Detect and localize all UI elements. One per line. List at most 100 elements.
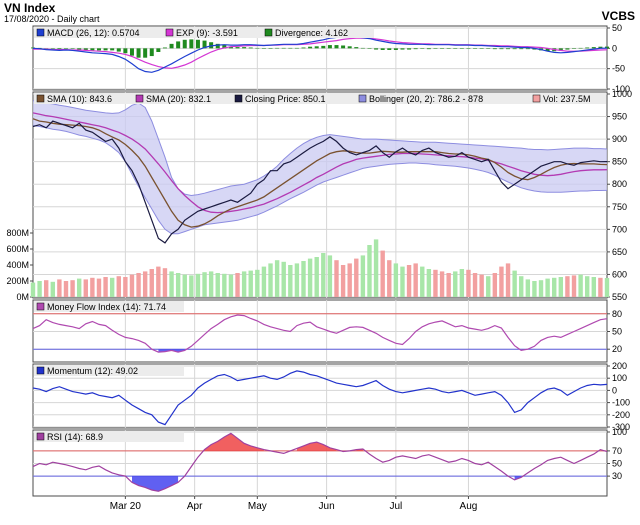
volume-bar	[479, 274, 484, 297]
volume-bar	[103, 277, 108, 297]
legend-label-macd-0: MACD (26, 12): 0.5704	[47, 28, 140, 38]
legend-label-macd-2: Divergence: 4.162	[275, 28, 348, 38]
volume-bar	[189, 275, 194, 297]
ytick-label-macd-2: 0	[612, 43, 617, 53]
macd-divergence-bar	[235, 47, 240, 49]
macd-divergence-bar	[288, 47, 293, 49]
macd-divergence-bar	[446, 48, 451, 49]
macd-divergence-bar	[433, 48, 438, 49]
volume-bar	[426, 269, 432, 297]
macd-divergence-bar	[248, 47, 253, 49]
macd-divergence-bar	[380, 48, 385, 50]
macd-divergence-bar	[407, 48, 412, 50]
rsi-overbought-fill	[204, 433, 264, 451]
ytick-label-price-7: 900	[612, 134, 627, 144]
ytick-label-mfi-0: 20	[612, 344, 622, 354]
sma10-line	[32, 118, 608, 228]
volume-bar	[598, 277, 603, 297]
volume-bar	[63, 281, 69, 297]
macd-divergence-bar	[294, 47, 299, 49]
macd-divergence-bar	[129, 48, 134, 56]
volume-bar	[571, 275, 577, 297]
mfi-line	[32, 314, 608, 353]
volume-bar	[373, 239, 379, 297]
legend-swatch-price-4	[532, 94, 541, 103]
macd-line	[32, 35, 608, 73]
volume-bar	[43, 280, 49, 297]
volume-bar	[354, 258, 359, 297]
legend-bg-macd	[34, 27, 374, 38]
ytick-label-price-4: 750	[612, 202, 627, 212]
volume-bar	[406, 265, 412, 297]
volume-bar	[162, 268, 168, 297]
volume-bar	[393, 263, 399, 297]
legend-label-rsi-0: RSI (14): 68.9	[47, 432, 103, 442]
chart-date: 17/08/2020 - Daily chart	[4, 14, 100, 24]
volume-bar	[261, 266, 267, 297]
macd-divergence-bar	[90, 48, 95, 51]
ytick-label-mfi-2: 80	[612, 309, 622, 319]
macd-divergence-bar	[176, 41, 181, 49]
ytick-label-price-2: 650	[612, 247, 627, 257]
macd-divergence-bar	[420, 48, 425, 49]
macd-divergence-bar	[585, 47, 590, 49]
volume-bar	[492, 273, 498, 297]
ytick-label-price-8: 950	[612, 112, 627, 122]
macd-divergence-bar	[195, 39, 200, 49]
macd-divergence-bar	[578, 47, 583, 49]
macd-divergence-bar	[281, 47, 286, 49]
volume-bar	[585, 276, 590, 297]
ytick-label-momentum-5: 200	[612, 361, 627, 371]
macd-divergence-bar	[222, 45, 227, 49]
volume-bar	[255, 269, 260, 297]
macd-divergence-bar	[268, 48, 273, 49]
vol-tick-label-3: 600M	[6, 244, 29, 254]
volume-bar	[307, 258, 313, 297]
macd-divergence-bar	[387, 48, 392, 50]
volume-bar	[235, 273, 240, 297]
macd-divergence-bar	[519, 48, 524, 50]
bollinger-band	[33, 100, 607, 234]
volume-bar	[241, 271, 247, 297]
volume-bar	[215, 273, 220, 297]
volume-bar	[57, 279, 62, 297]
volume-bar	[301, 261, 306, 297]
legend-swatch-price-0	[36, 94, 45, 103]
legend-label-price-2: Closing Price: 850.1	[245, 94, 326, 104]
macd-divergence-bar	[149, 48, 154, 57]
legend-label-price-4: Vol: 237.5M	[543, 94, 591, 104]
volume-bar	[591, 277, 597, 297]
macd-divergence-bar	[321, 45, 326, 49]
macd-divergence-bar	[255, 47, 260, 49]
macd-divergence-bar	[228, 46, 233, 49]
volume-bar	[558, 277, 564, 297]
legend-swatch-momentum-0	[36, 366, 45, 375]
volume-bar	[327, 255, 333, 297]
volume-bar	[453, 271, 458, 297]
macd-divergence-bar	[209, 42, 214, 49]
macd-divergence-bar	[512, 48, 517, 50]
volume-bar	[459, 269, 465, 297]
volume-bar	[334, 260, 339, 297]
macd-divergence-bar	[374, 48, 379, 50]
legend-swatch-macd-1	[165, 28, 174, 37]
ytick-label-price-1: 600	[612, 269, 627, 279]
volume-bar	[175, 273, 181, 297]
volume-bar	[288, 265, 293, 297]
x-axis-label-0: Mar 20	[110, 501, 142, 512]
ytick-label-momentum-0: -300	[612, 422, 630, 432]
legend-label-macd-1: EXP (9): -3.591	[176, 28, 238, 38]
volume-bar	[37, 281, 42, 297]
macd-divergence-bar	[83, 48, 88, 50]
volume-bar	[446, 273, 451, 297]
volume-bar	[116, 276, 121, 297]
macd-divergence-bar	[479, 48, 484, 49]
legend-bg-price	[34, 93, 606, 104]
macd-divergence-bar	[275, 47, 280, 49]
macd-divergence-bar	[565, 48, 570, 50]
legend-bg-rsi	[34, 431, 184, 442]
volume-bar	[70, 280, 75, 297]
chart-source: VCBS	[601, 9, 635, 23]
volume-bar	[208, 271, 214, 297]
legend-label-price-1: SMA (20): 832.1	[146, 94, 211, 104]
